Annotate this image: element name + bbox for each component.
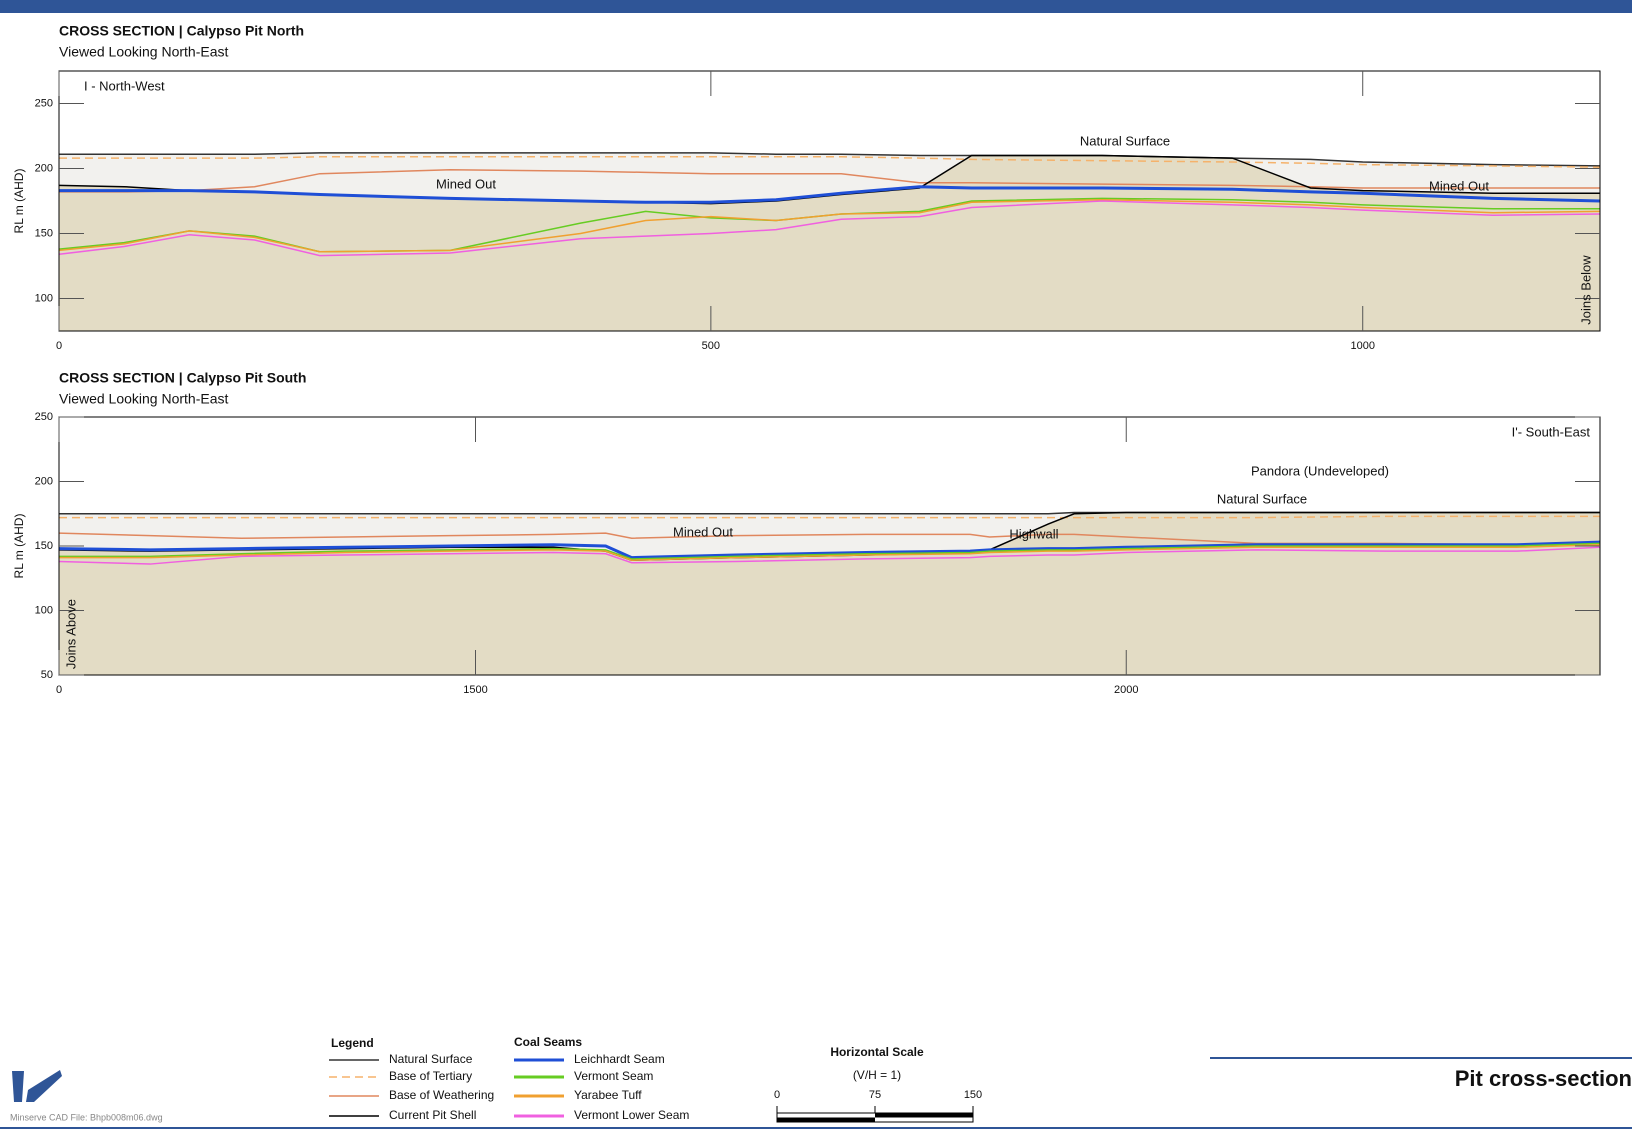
annotation: Natural Surface xyxy=(1080,133,1170,148)
page: Minserve CAD File: Bhpb008m06.dwg Pit cr… xyxy=(0,0,1632,1131)
y-tick-label: 150 xyxy=(35,540,53,552)
x-tick-label: 0 xyxy=(56,684,62,696)
y-tick-label: 200 xyxy=(35,162,53,174)
top-bar xyxy=(0,0,1632,13)
scale-title: Horizontal Scale xyxy=(830,1045,924,1059)
panel-subtitle: Viewed Looking North-East xyxy=(59,391,229,407)
y-tick-label: 100 xyxy=(35,292,53,304)
x-tick-label: 1500 xyxy=(463,684,487,696)
y-axis-label: RL m (AHD) xyxy=(12,514,26,579)
panel-title: CROSS SECTION | Calypso Pit South xyxy=(59,370,306,386)
scale-tick-label: 75 xyxy=(869,1089,881,1101)
logo xyxy=(12,1070,62,1102)
legend-label: Leichhardt Seam xyxy=(574,1052,665,1066)
annotation: Pandora (Undeveloped) xyxy=(1251,463,1389,478)
plot xyxy=(59,417,1600,675)
annotation: Highwall xyxy=(1009,526,1058,541)
legend-label: Base of Weathering xyxy=(389,1088,494,1102)
y-axis-label: RL m (AHD) xyxy=(12,169,26,234)
y-tick-label: 250 xyxy=(35,411,53,423)
annotation: Joins Below xyxy=(1578,255,1593,325)
legend-label: Natural Surface xyxy=(389,1052,473,1066)
annotation: Mined Out xyxy=(1429,178,1489,193)
annotation: I'- South-East xyxy=(1512,424,1591,439)
legend-label: Yarabee Tuff xyxy=(574,1088,642,1102)
y-tick-label: 100 xyxy=(35,604,53,616)
scale-bar xyxy=(777,1118,875,1123)
scale-tick-label: 0 xyxy=(774,1089,780,1101)
panel-title: CROSS SECTION | Calypso Pit North xyxy=(59,23,304,39)
y-tick-label: 250 xyxy=(35,97,53,109)
annotation: Joins Above xyxy=(63,599,78,669)
y-tick-label: 150 xyxy=(35,227,53,239)
annotation: I - North-West xyxy=(84,78,165,93)
cad-file: Minserve CAD File: Bhpb008m06.dwg xyxy=(10,1112,163,1122)
legend-seams-title: Coal Seams xyxy=(514,1035,582,1049)
y-tick-label: 50 xyxy=(41,669,53,681)
annotation: Mined Out xyxy=(673,524,733,539)
x-tick-label: 0 xyxy=(56,340,62,352)
x-tick-label: 1000 xyxy=(1350,340,1374,352)
annotation: Natural Surface xyxy=(1217,491,1307,506)
plot xyxy=(59,71,1600,331)
footer-heading: Pit cross-section xyxy=(1455,1066,1632,1091)
x-tick-label: 2000 xyxy=(1114,684,1138,696)
scale-tick-label: 150 xyxy=(964,1089,982,1101)
legend-label: Base of Tertiary xyxy=(389,1069,472,1083)
scale-bar xyxy=(875,1113,973,1118)
y-tick-label: 200 xyxy=(35,475,53,487)
legend-label: Vermont Lower Seam xyxy=(574,1108,689,1122)
scale-ratio: (V/H = 1) xyxy=(853,1068,901,1082)
legend-label: Vermont Seam xyxy=(574,1069,653,1083)
x-tick-label: 500 xyxy=(702,340,720,352)
annotation: Mined Out xyxy=(436,176,496,191)
panel-subtitle: Viewed Looking North-East xyxy=(59,44,229,60)
legend-title: Legend xyxy=(331,1036,374,1050)
legend-label: Current Pit Shell xyxy=(389,1108,476,1122)
